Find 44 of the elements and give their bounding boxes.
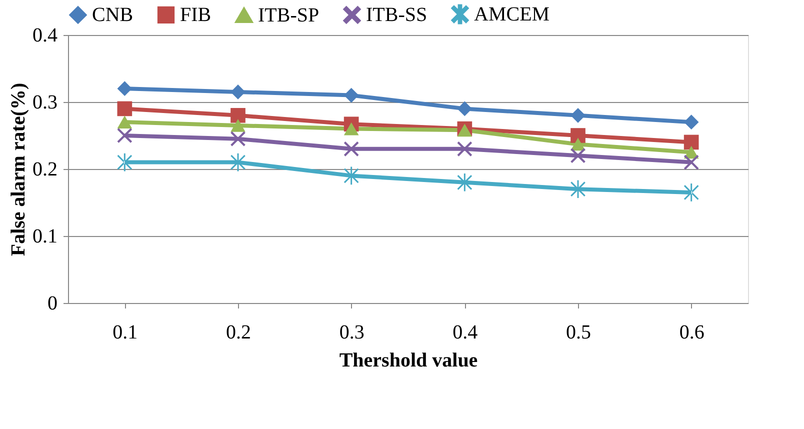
legend-label: FIB: [180, 4, 212, 26]
y-tick-label: 0.1: [32, 226, 58, 248]
x-axis-title: Thershold value: [339, 350, 478, 372]
point: [570, 138, 586, 151]
legend-label: ITB-SS: [366, 4, 428, 26]
y-tick-label: 0: [48, 292, 58, 314]
point: [457, 174, 472, 192]
y-tick-label: 0.2: [32, 158, 58, 180]
point: [684, 184, 699, 202]
point: [344, 122, 359, 136]
legend-label: AMCEM: [474, 3, 550, 26]
point: [684, 134, 699, 150]
point: [230, 108, 246, 123]
point: [684, 154, 699, 170]
point: [344, 141, 359, 156]
point: [344, 166, 359, 185]
x-tick-label: 0.4: [452, 322, 478, 344]
point: [117, 116, 132, 129]
legend-label: CNB: [92, 4, 134, 26]
legend-label: ITB-SP: [258, 4, 320, 26]
point: [230, 131, 246, 146]
y-tick-label: 0.4: [32, 24, 58, 46]
point: [457, 141, 472, 156]
point: [117, 128, 132, 143]
point: [570, 108, 586, 123]
point: [344, 88, 359, 103]
point: [570, 128, 586, 143]
point: [570, 180, 586, 198]
x-tick-label: 0.5: [566, 322, 591, 344]
x-tick-label: 0.1: [112, 322, 138, 344]
point: [117, 81, 132, 96]
point: [230, 153, 246, 172]
point: [684, 114, 699, 130]
x-tick-label: 0.3: [339, 322, 364, 344]
point: [117, 153, 132, 172]
point: [230, 84, 246, 100]
y-tick-label: 0.3: [32, 92, 58, 114]
point: [570, 148, 586, 164]
point: [117, 101, 132, 116]
y-axis-title: False alarm rate(%): [8, 82, 30, 256]
point: [230, 119, 246, 132]
x-tick-label: 0.2: [226, 322, 251, 344]
point: [457, 101, 472, 116]
x-tick-label: 0.6: [679, 322, 704, 344]
